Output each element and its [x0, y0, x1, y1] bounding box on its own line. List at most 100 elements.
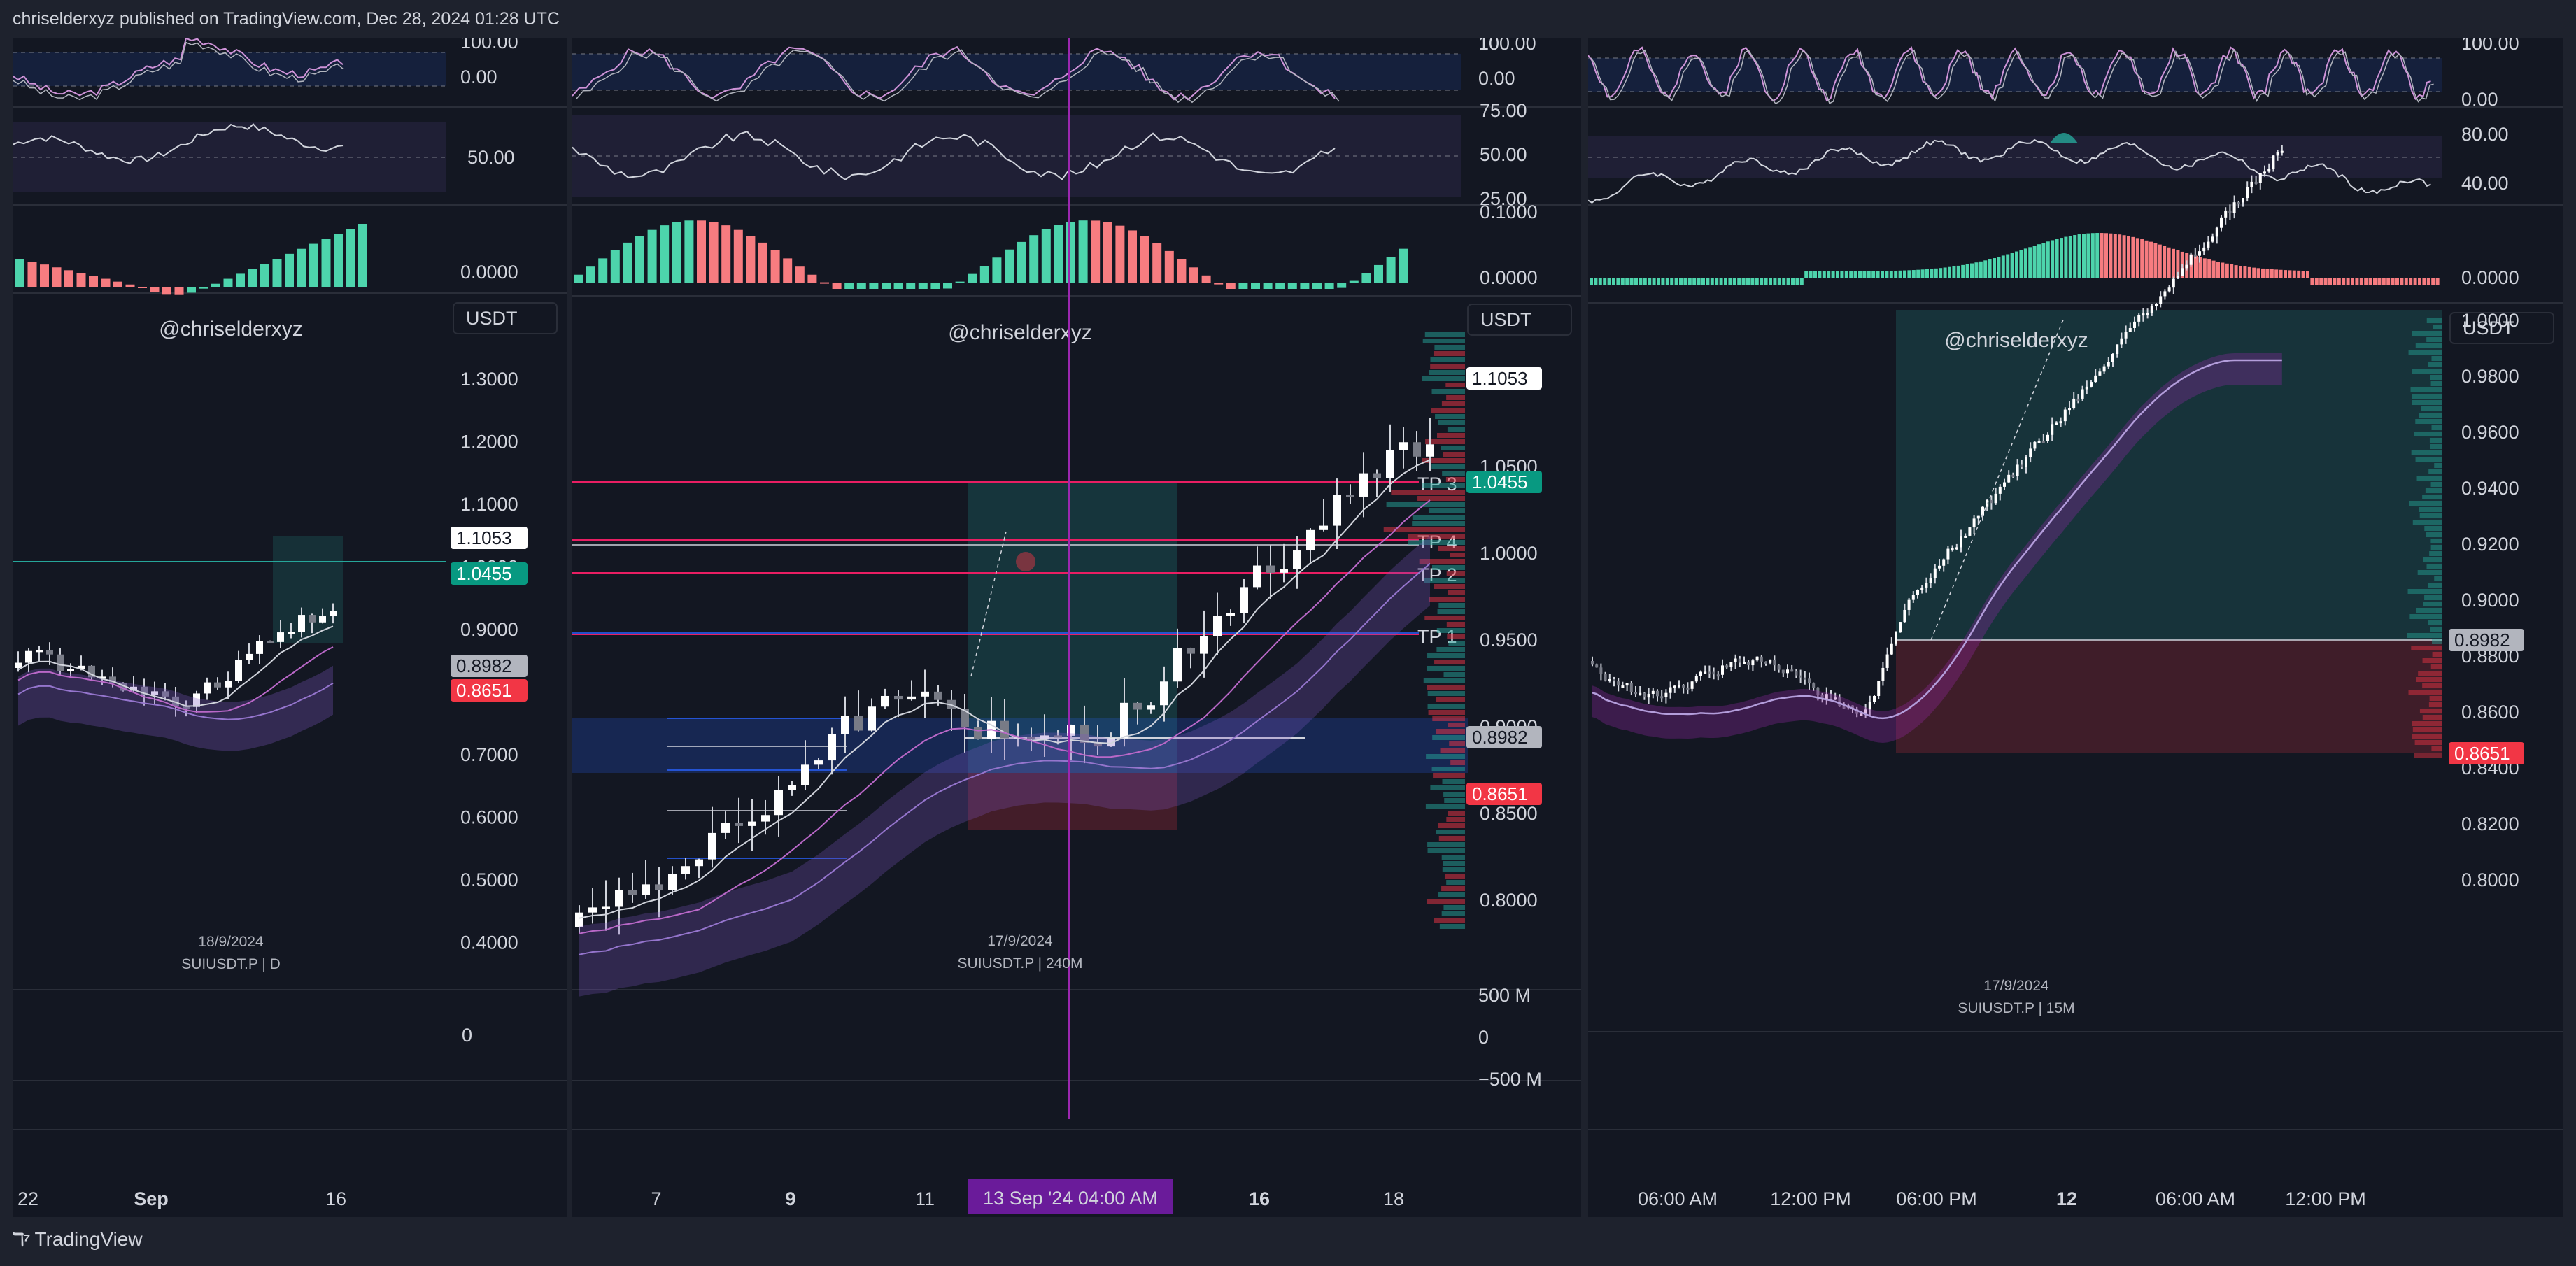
ema-slow	[1592, 359, 2282, 720]
candle-body	[2220, 217, 2223, 228]
macd-histogram-bar	[1881, 271, 1884, 278]
candle-body	[2185, 264, 2188, 269]
axis-tick: 0.6000	[460, 807, 518, 828]
candle-body	[1903, 609, 1906, 623]
m15-chart-panel[interactable]: 100.00 0.00 80.00 40.00 0.0000 USDT @chriselde…	[1588, 38, 2563, 1217]
macd-histogram-bar	[1894, 270, 1898, 278]
candle-body	[788, 785, 796, 790]
macd-histogram-bar	[1979, 261, 1983, 278]
stoch-k-line	[572, 45, 1336, 101]
volume-profile-row	[2417, 570, 2442, 575]
candle-body	[2246, 187, 2249, 199]
macd-histogram-bar	[211, 283, 220, 287]
candle-body	[894, 695, 903, 700]
volume-profile-row	[1437, 609, 1465, 614]
volume-profile-row	[2416, 608, 2442, 613]
price-label-box	[1466, 367, 1542, 390]
macd-histogram-bar	[1741, 278, 1746, 285]
macd-histogram-bar	[2028, 247, 2032, 278]
macd-histogram-bar	[1907, 270, 1911, 278]
candle-body	[2016, 464, 2019, 476]
macd-histogram-bar	[1831, 271, 1835, 278]
macd-histogram-bar	[1648, 278, 1652, 285]
candle-body	[2133, 321, 2136, 328]
volume-profile-row	[1443, 861, 1465, 866]
candle-body	[1743, 662, 1746, 664]
macd-histogram-bar	[2068, 236, 2072, 278]
volume-profile-row	[1425, 804, 1465, 809]
macd-histogram-bar	[1251, 283, 1260, 289]
macd-histogram-bar	[2202, 258, 2207, 278]
candle-body	[57, 654, 64, 671]
macd-histogram-bar	[1275, 283, 1285, 289]
h4-chart[interactable]: 100.00 0.00 75.00 50.00 25.000.1000 0.0000 USD…	[572, 38, 1581, 1217]
candle-body	[2094, 375, 2097, 383]
candle-body	[204, 682, 211, 694]
candle-body	[1820, 695, 1824, 700]
candle-body	[1226, 613, 1235, 616]
volume-profile-row	[2430, 444, 2442, 449]
candle-body	[2193, 254, 2197, 257]
macd-histogram-bar	[1732, 278, 1736, 285]
candle-body	[1319, 525, 1328, 530]
price-label-box	[451, 655, 528, 677]
macd-histogram-bar	[1769, 278, 1772, 285]
volume-profile-row	[1446, 817, 1465, 822]
h4-chart-panel[interactable]: 100.00 0.00 75.00 50.00 25.00 0.1000 0.0000 USD…	[572, 38, 1581, 1217]
volume-profile-row	[2409, 501, 2442, 506]
macd-histogram-bar	[1066, 222, 1075, 283]
daily-chart-panel[interactable]: 100.00 0.00 50.00 0.0000 USDT @chriselderxyz 1…	[13, 38, 567, 1217]
macd-histogram-bar	[2310, 278, 2314, 285]
volume-profile-row	[2430, 381, 2442, 386]
candle-body	[961, 709, 969, 727]
volume-profile-row	[1436, 830, 1465, 834]
volume-profile-row	[1431, 464, 1465, 469]
candle-body	[1781, 669, 1785, 674]
volume-profile-row	[2422, 495, 2442, 499]
candle-body	[2207, 241, 2210, 248]
volume-profile-row	[2414, 753, 2442, 758]
candle-body	[1173, 648, 1182, 682]
volume-profile-row	[1449, 741, 1465, 746]
volume-profile-row	[2426, 337, 2442, 342]
crosshair-time-label: 13 Sep '24 04:00 AM	[983, 1188, 1158, 1209]
candle-body	[721, 823, 730, 833]
macd-histogram-bar	[1103, 222, 1112, 283]
candle-body	[588, 907, 597, 913]
tradingview-brand[interactable]: ℸ⁷ TradingView	[13, 1228, 143, 1251]
macd-histogram-bar	[2314, 278, 2319, 285]
macd-histogram-bar	[1128, 230, 1137, 283]
crosshair-time-box	[968, 1179, 1173, 1214]
macd-histogram-bar	[1799, 278, 1804, 285]
daily-chart[interactable]: 100.00 0.00 50.00 0.0000 USDT @chriselderxyz 1…	[13, 38, 567, 1217]
candle-body	[1682, 685, 1685, 688]
candle-body	[1868, 702, 1871, 710]
candle-body	[1960, 536, 1962, 548]
candle-body	[1873, 695, 1876, 702]
candle-body	[2263, 171, 2266, 174]
macd-histogram-bar	[647, 229, 657, 283]
volume-profile-row	[1440, 748, 1465, 753]
macd-histogram-bar	[1594, 278, 1598, 285]
macd-histogram-bar	[1849, 271, 1853, 278]
axis-tick: 0.9000	[460, 619, 518, 640]
time-axis-label: 9	[785, 1188, 795, 1209]
volume-profile-row	[2428, 620, 2442, 625]
axis-tick: 0.0000	[2461, 267, 2519, 288]
volume-profile-row	[1436, 697, 1465, 702]
macd-histogram-bar	[2001, 255, 2005, 278]
candle-body	[881, 695, 889, 707]
volume-profile-row	[2422, 683, 2442, 688]
macd-histogram-bar	[893, 283, 903, 289]
candle-body	[2155, 304, 2158, 306]
volume-profile-row	[2430, 539, 2442, 543]
macd-histogram-bar	[2319, 278, 2323, 285]
m15-chart[interactable]: 100.00 0.00 80.00 40.00 0.0000 USDT @chriselde…	[1588, 38, 2563, 1217]
axis-tick: 0.9800	[2461, 366, 2519, 387]
macd-histogram-bar	[2086, 233, 2090, 278]
ema-slow	[579, 562, 1431, 955]
candle-body	[2107, 362, 2110, 367]
price-label-box	[451, 562, 528, 585]
candle-body	[655, 884, 663, 890]
volume-profile-row	[2426, 532, 2442, 537]
